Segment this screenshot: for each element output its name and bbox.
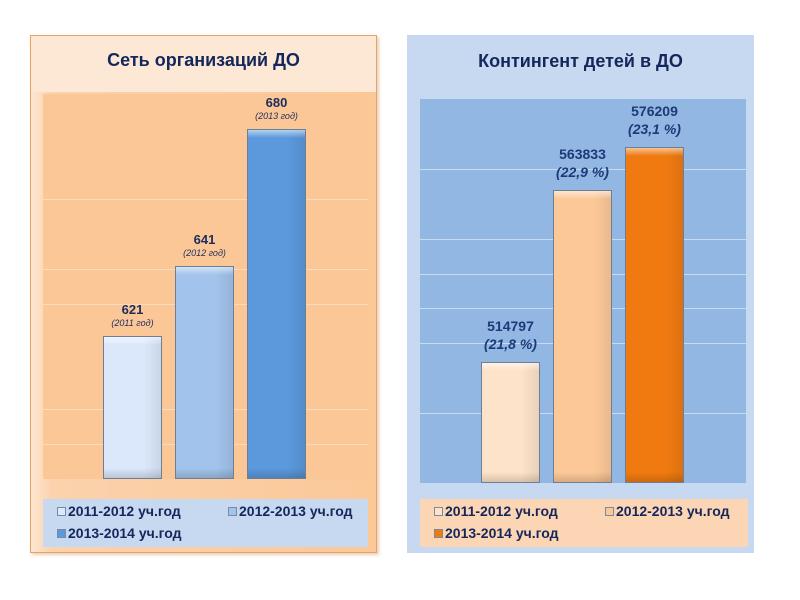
- plot-area: 621 (2011 год) 641 (2012 год) 680 (2013 год): [43, 94, 368, 479]
- data-sublabel: (22,9 %): [556, 164, 609, 181]
- legend-swatch-icon: [57, 506, 66, 516]
- data-label: 576209: [631, 103, 678, 120]
- legend-label: 2013-2014 уч.год: [68, 525, 182, 541]
- bar-2: [553, 190, 612, 483]
- bar-3: [247, 129, 306, 479]
- bar-1: [481, 361, 540, 483]
- chart-legend: 2011-2012 уч.год 2012-2013 уч.год 2013-201…: [420, 499, 748, 547]
- title-band: [31, 36, 376, 92]
- data-sublabel: (21,8 %): [484, 335, 537, 352]
- gridline: [420, 169, 746, 170]
- legend-swatch-icon: [605, 506, 614, 516]
- data-label: 563833: [559, 146, 606, 163]
- bar-1: [103, 335, 162, 479]
- plot-area: 514797 (21,8 %) 563833 (22,9 %) 576209 (23,1 …: [420, 99, 746, 483]
- gridline: [43, 199, 368, 200]
- chart-panel-children: Контингент детей в ДО 514797 (21,8 %) 5638…: [407, 35, 754, 553]
- bar-3: [625, 147, 684, 483]
- data-sublabel: (2012 год): [183, 247, 226, 258]
- bar-2: [175, 265, 234, 479]
- data-sublabel: (23,1 %): [628, 121, 681, 138]
- data-label: 680: [265, 95, 288, 110]
- chart-title: Сеть организаций ДО: [107, 50, 300, 70]
- data-label: 641: [193, 231, 216, 247]
- data-sublabel: (2013 год): [255, 111, 298, 121]
- data-label: 621: [121, 301, 144, 317]
- legend-item: 2012-2013 уч.год: [228, 503, 353, 519]
- legend-item: 2011-2012 уч.год: [434, 503, 558, 519]
- chart-title: Контингент детей в ДО: [478, 51, 683, 71]
- legend-swatch-icon: [434, 528, 443, 538]
- legend-label: 2011-2012 уч.год: [445, 503, 558, 519]
- legend-swatch-icon: [57, 528, 66, 538]
- legend-label: 2013-2014 уч.год: [445, 525, 559, 541]
- data-label: 514797: [487, 317, 534, 334]
- legend-swatch-icon: [228, 506, 237, 516]
- data-sublabel: (2011 год): [111, 317, 154, 328]
- legend-swatch-icon: [434, 506, 443, 516]
- legend-item: 2012-2013 уч.год: [605, 503, 730, 519]
- legend-item: 2013-2014 уч.год: [434, 525, 559, 541]
- legend-label: 2012-2013 уч.год: [239, 503, 353, 519]
- chart-panel-network: Сеть организаций ДО 621 (2011 год) 641 (201…: [30, 35, 377, 553]
- chart-legend: 2011-2012 уч.год 2012-2013 уч.год 2013-201…: [43, 499, 368, 547]
- legend-item: 2013-2014 уч.год: [57, 525, 182, 541]
- legend-label: 2011-2012 уч.год: [68, 503, 181, 519]
- legend-item: 2011-2012 уч.год: [57, 503, 181, 519]
- legend-label: 2012-2013 уч.год: [616, 503, 730, 519]
